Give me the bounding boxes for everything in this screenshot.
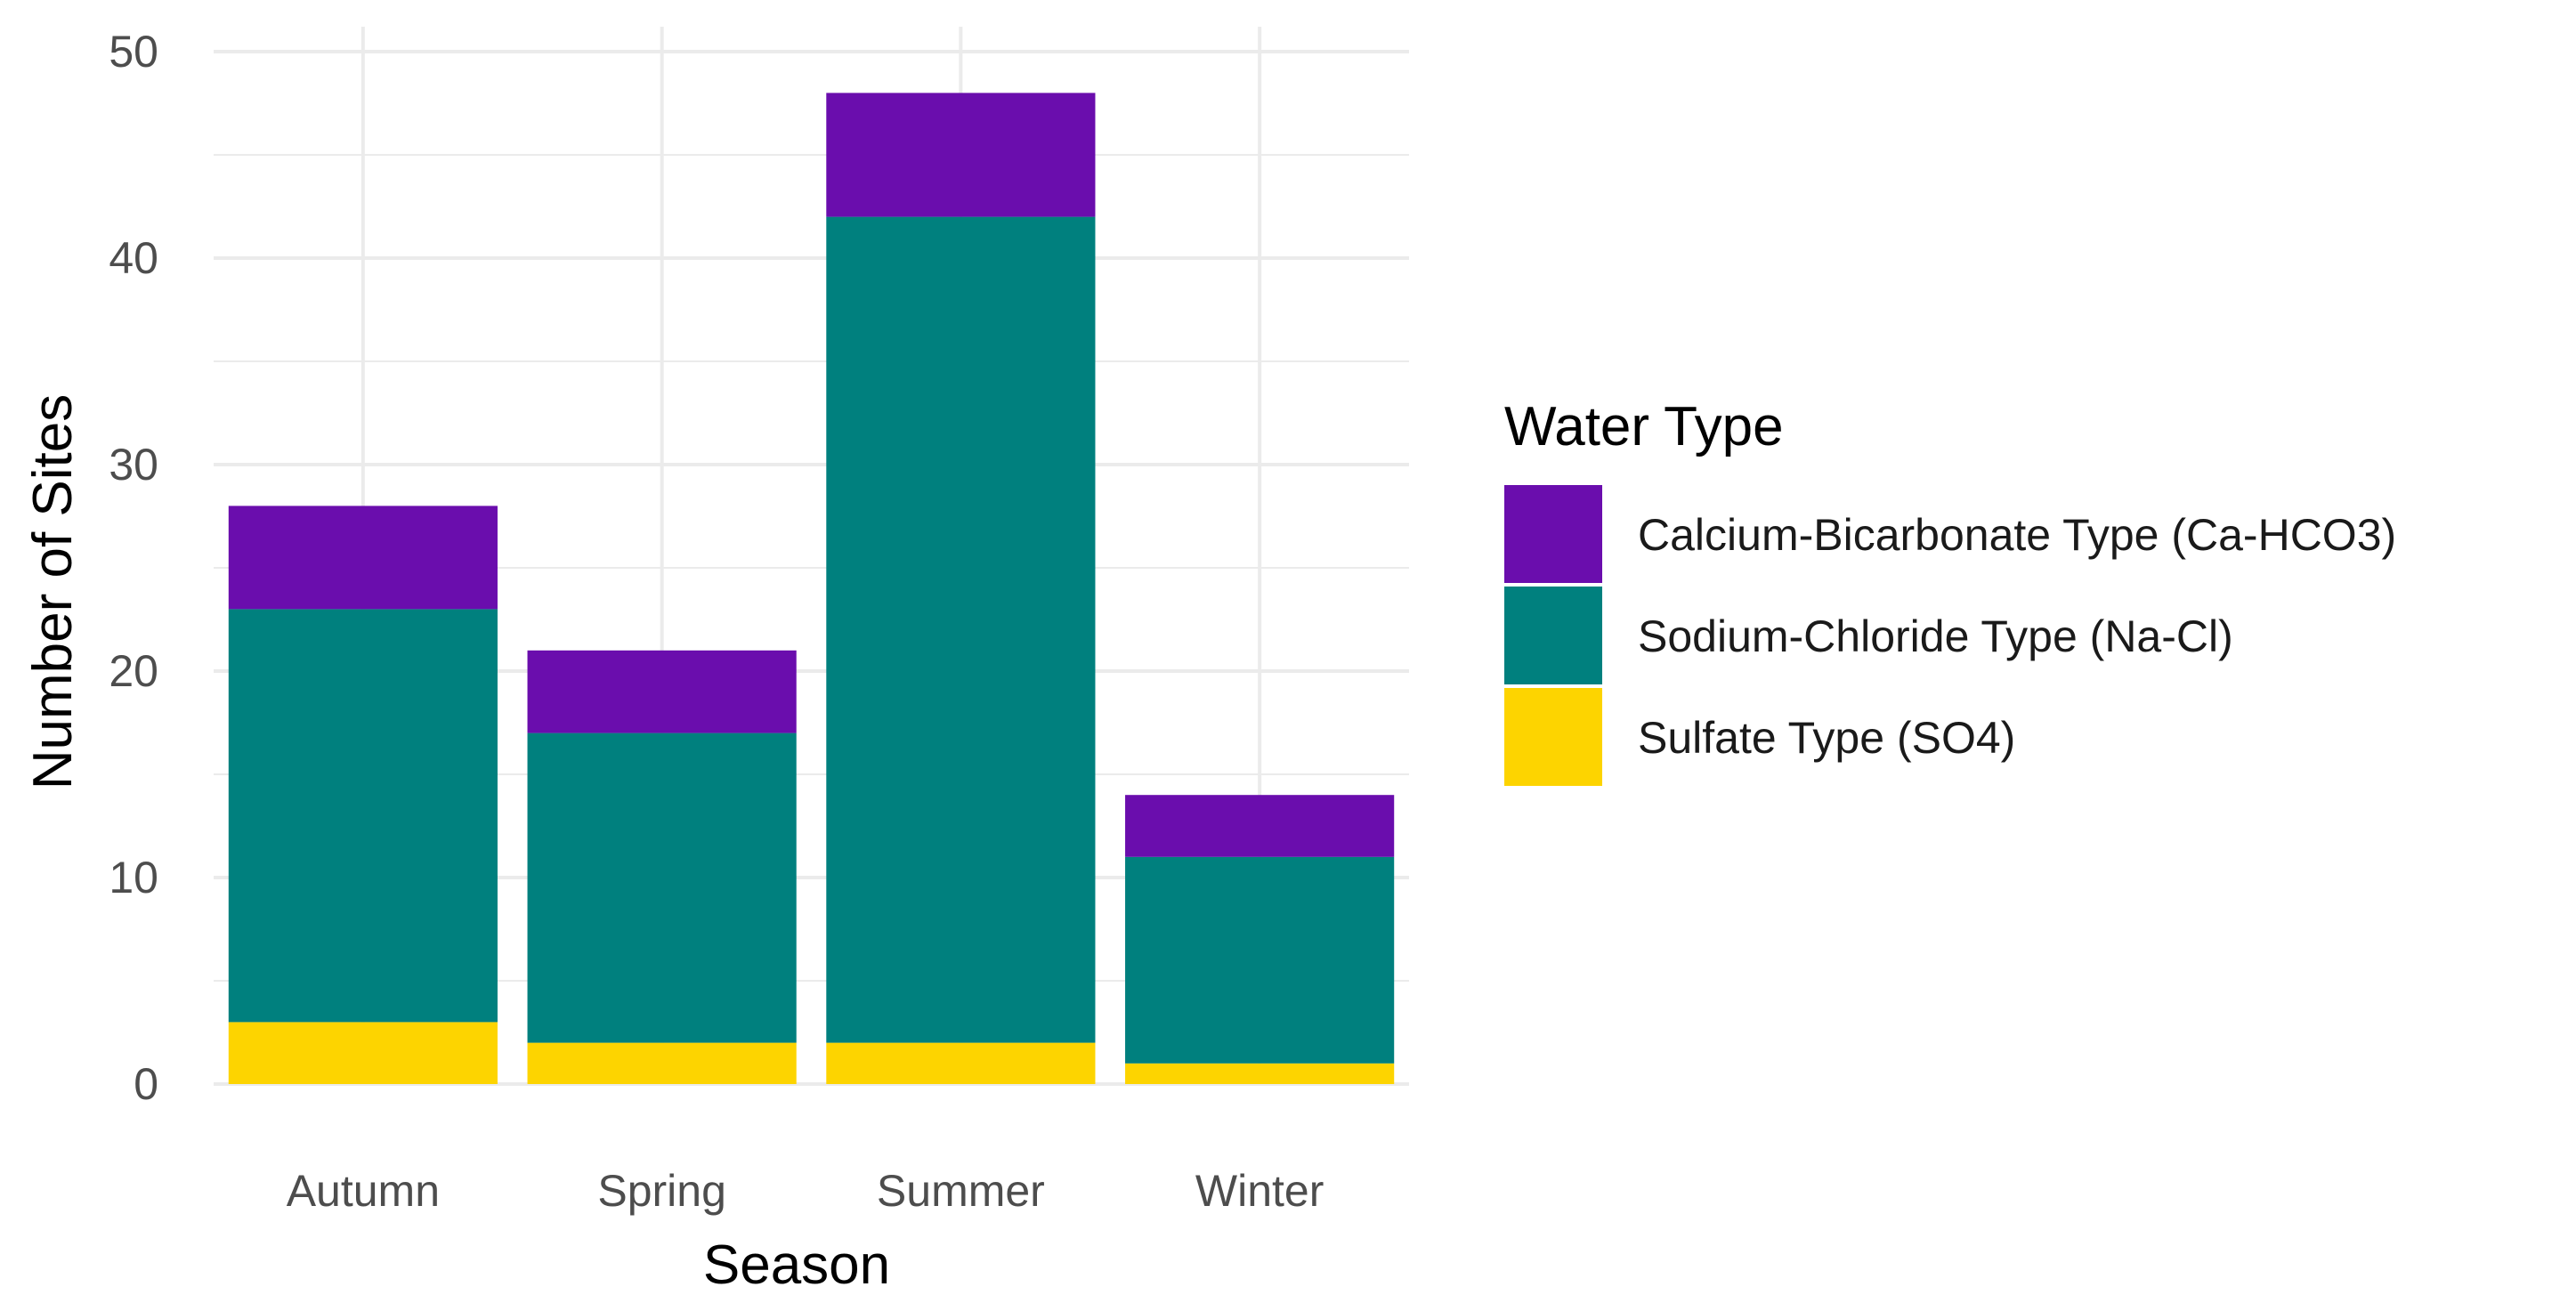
x-tick-label-spring: Spring: [597, 1166, 726, 1216]
legend: Water Type Calcium-Bicarbonate Type (Ca-…: [1504, 396, 2396, 786]
bar-winter-calcium-bicarbonate-type-ca-hco3: [1125, 795, 1395, 857]
x-axis-ticks: Autumn Spring Summer Winter: [287, 1166, 1324, 1216]
y-tick-label-0: 0: [134, 1059, 158, 1109]
y-tick-label-20: 20: [109, 646, 158, 696]
y-tick-label-40: 40: [109, 233, 158, 283]
y-axis-ticks: 0 10 20 30 40 50: [109, 27, 158, 1109]
x-tick-label-winter: Winter: [1195, 1166, 1324, 1216]
x-tick-label-autumn: Autumn: [287, 1166, 440, 1216]
x-axis-title: Season: [703, 1234, 890, 1296]
bar-winter-sulfate-type-so4: [1125, 1063, 1395, 1084]
y-tick-label-30: 30: [109, 440, 158, 490]
bar-autumn-calcium-bicarbonate-type-ca-hco3: [228, 506, 498, 610]
bar-winter-sodium-chloride-type-na-cl: [1125, 856, 1395, 1064]
x-tick-label-summer: Summer: [877, 1166, 1045, 1216]
bar-autumn-sodium-chloride-type-na-cl: [228, 609, 498, 1023]
bar-autumn-sulfate-type-so4: [228, 1022, 498, 1084]
bar-spring-sulfate-type-so4: [527, 1042, 797, 1084]
bar-summer-calcium-bicarbonate-type-ca-hco3: [826, 93, 1096, 217]
bars: [228, 93, 1395, 1084]
bar-spring-calcium-bicarbonate-type-ca-hco3: [527, 650, 797, 733]
bar-summer-sulfate-type-so4: [826, 1042, 1096, 1084]
legend-label-sulfate-type-so4: Sulfate Type (SO4): [1638, 713, 2015, 763]
legend-key-calcium-bicarbonate-type-ca-hco3: [1504, 485, 1602, 583]
legend-key-sulfate-type-so4: [1504, 688, 1602, 786]
legend-label-sodium-chloride-type-na-cl: Sodium-Chloride Type (Na-Cl): [1638, 611, 2233, 661]
y-axis-title: Number of Sites: [22, 394, 84, 790]
bar-summer-sodium-chloride-type-na-cl: [826, 216, 1096, 1043]
legend-label-calcium-bicarbonate-type-ca-hco3: Calcium-Bicarbonate Type (Ca-HCO3): [1638, 510, 2396, 560]
bar-spring-sodium-chloride-type-na-cl: [527, 732, 797, 1043]
legend-title: Water Type: [1504, 396, 1784, 457]
legend-key-sodium-chloride-type-na-cl: [1504, 587, 1602, 684]
y-tick-label-10: 10: [109, 853, 158, 902]
y-tick-label-50: 50: [109, 27, 158, 77]
